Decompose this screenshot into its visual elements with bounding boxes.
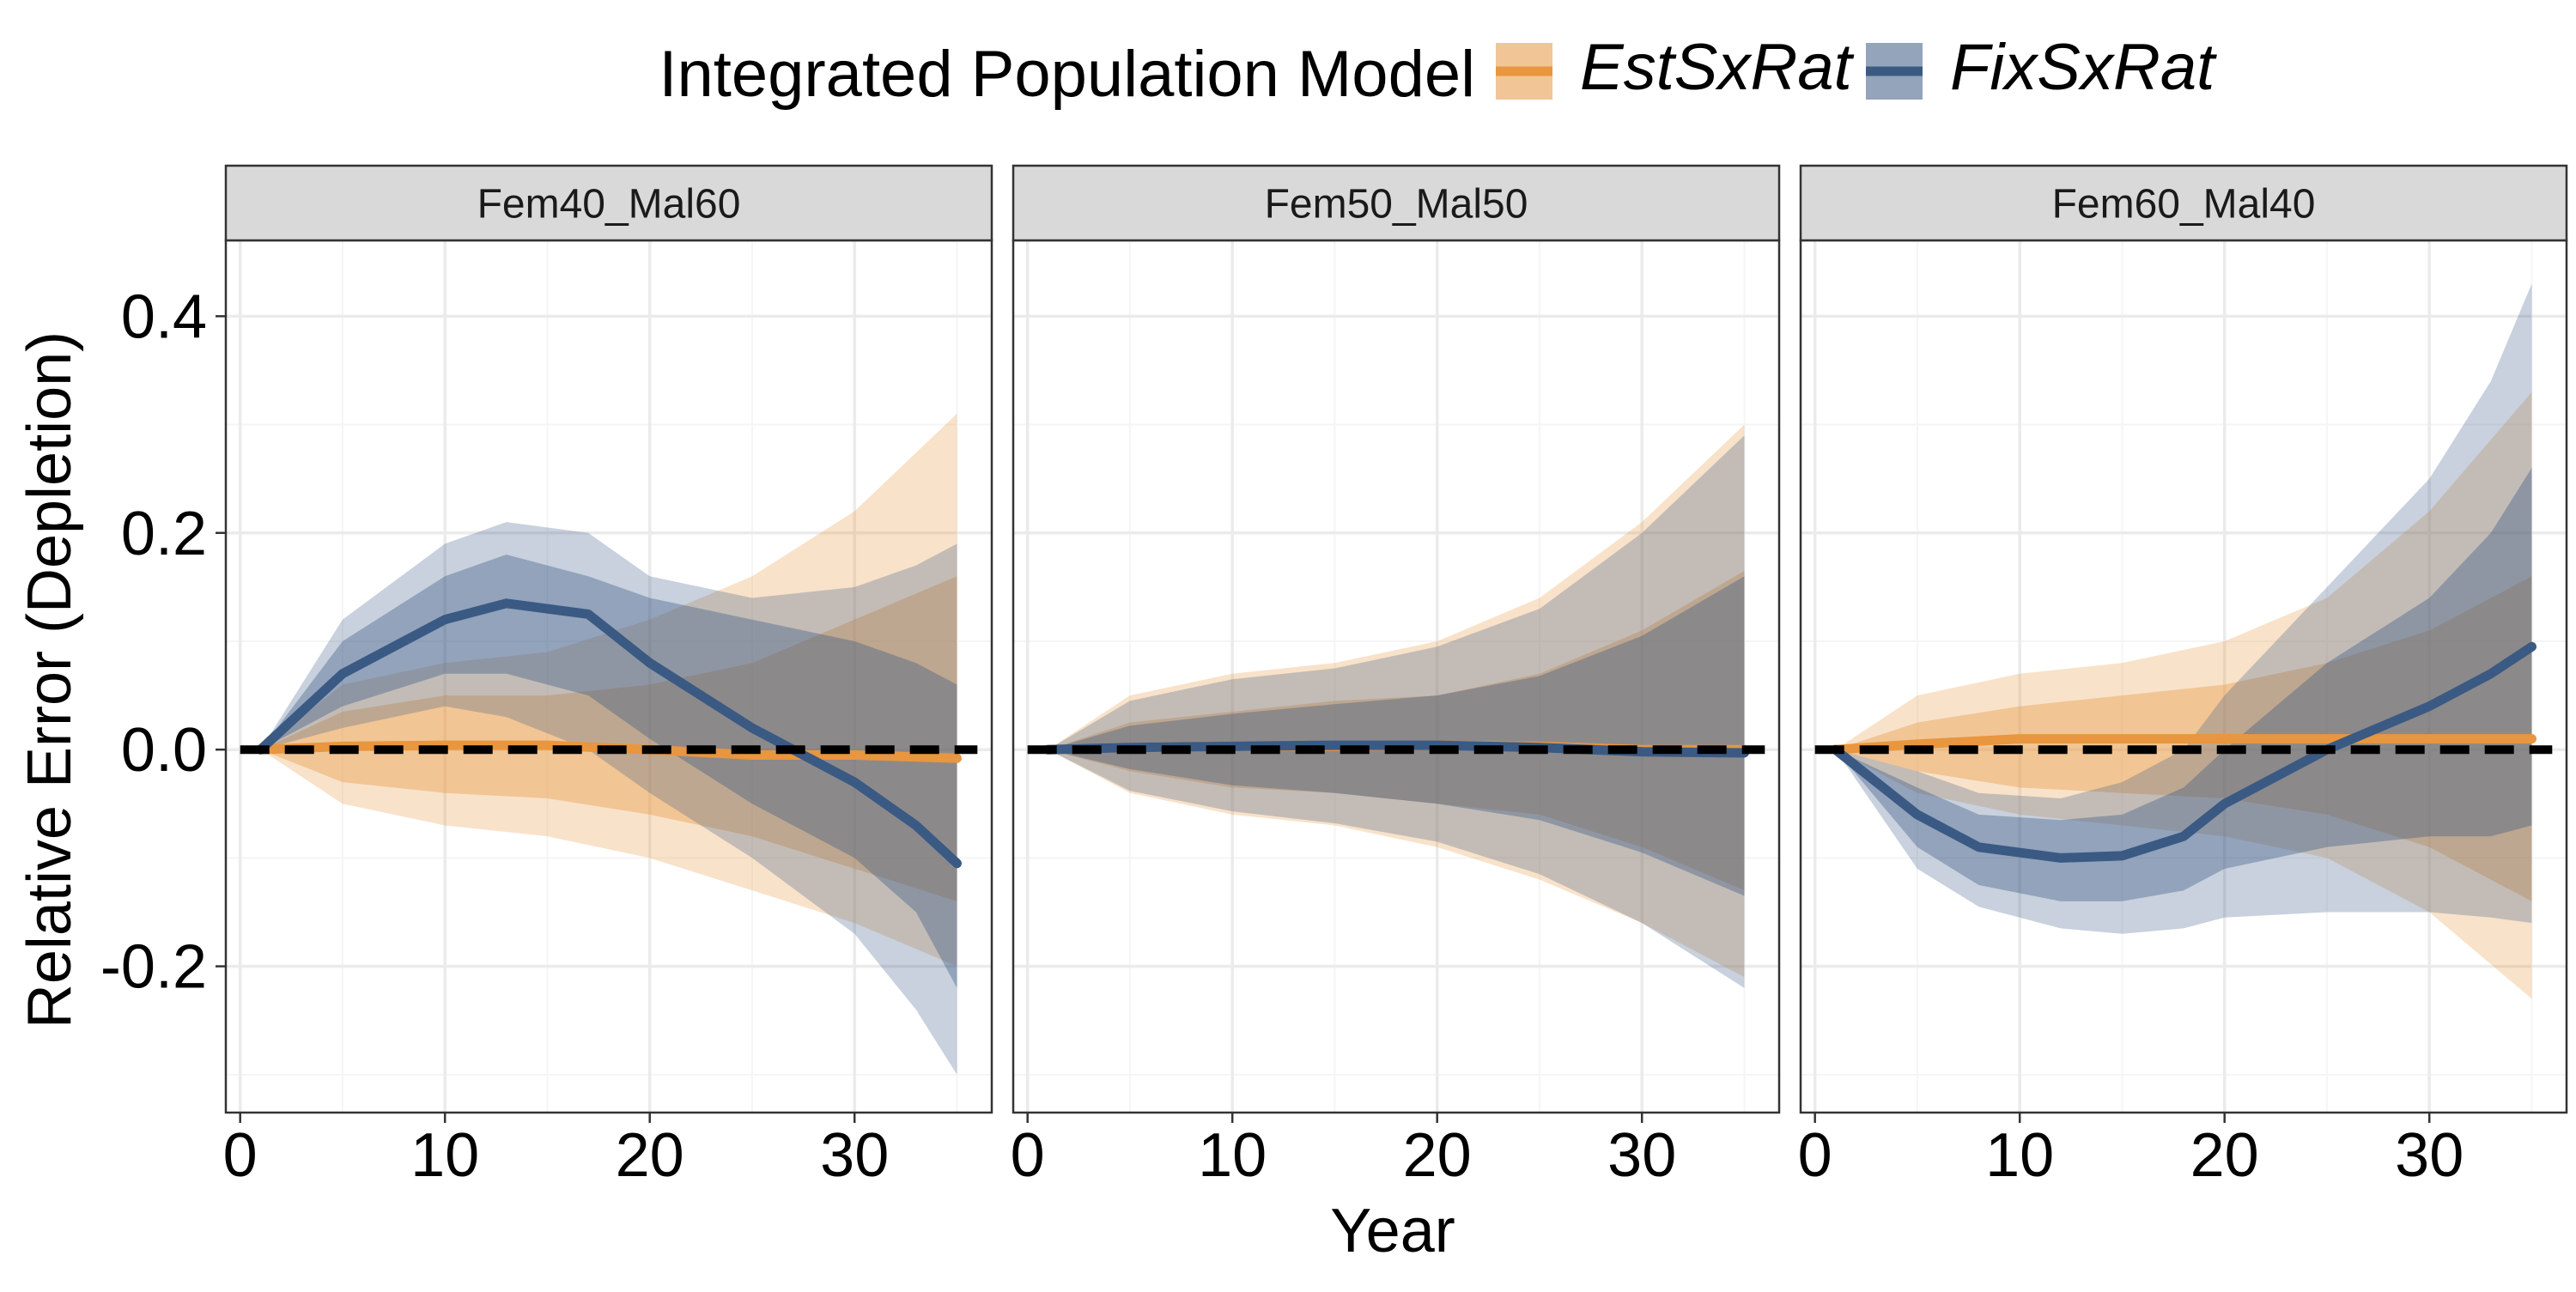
- facet-strip: [1799, 164, 2568, 242]
- legend-key-estsxrat: [1496, 43, 1552, 100]
- x-tick-label: 30: [1607, 1121, 1676, 1190]
- legend-label-estsxrat: EstSxRat: [1580, 31, 1855, 104]
- legend-title: Integrated Population Model: [659, 38, 1475, 111]
- panel-data: [1814, 283, 2553, 999]
- ribbon-inner-fixsxrat: [1835, 468, 2532, 901]
- legend-label-fixsxrat: FixSxRat: [1950, 31, 2217, 104]
- y-axis-label: Relative Error (Depletion): [15, 331, 84, 1028]
- panel-fem40-mal60: Fem40_Mal60 0 10 20 30 -0.2 0.0 0.2 0.4: [100, 164, 993, 1190]
- ribbon-inner-fixsxrat: [1048, 576, 1745, 896]
- y-tick-label: 0.2: [121, 500, 207, 568]
- panels: Fem40_Mal60 0 10 20 30 -0.2 0.0 0.2 0.4 Fem50_Mal…: [100, 164, 2568, 1190]
- ribbon-inner-estsxrat: [260, 576, 957, 901]
- ribbon-inner-fixsxrat: [260, 555, 957, 988]
- x-tick-label: 0: [1011, 1121, 1045, 1190]
- ribbon-outer-fixsxrat: [260, 522, 957, 1075]
- ribbon-outer-fixsxrat: [1835, 283, 2532, 934]
- x-tick-label: 30: [820, 1121, 889, 1190]
- median-line-fixsxrat: [1831, 641, 2537, 863]
- legend: Integrated Population Model EstSxRat FixSx…: [659, 31, 2217, 111]
- x-tick-label: 0: [1798, 1121, 1832, 1190]
- facet-strip: [224, 164, 993, 242]
- ribbon-outer-fixsxrat: [1048, 435, 1745, 988]
- x-axis-label: Year: [1330, 1197, 1455, 1265]
- ribbon-outer-estsxrat: [1048, 424, 1745, 978]
- median-line-estsxrat: [1831, 734, 2537, 755]
- x-tick-label: 0: [223, 1121, 258, 1190]
- y-tick-label: -0.2: [100, 933, 207, 1002]
- panel-data: [240, 413, 978, 1075]
- facet-strip-label: Fem40_Mal60: [477, 182, 741, 227]
- x-tick-label: 20: [2190, 1121, 2259, 1190]
- ribbon-outer-estsxrat: [260, 413, 957, 967]
- x-tick-label: 20: [616, 1121, 684, 1190]
- x-tick-label: 10: [1985, 1121, 2054, 1190]
- panel-fem60-mal40: Fem60_Mal40 0 10 20 30: [1798, 164, 2568, 1190]
- facet-strip-label: Fem50_Mal50: [1265, 182, 1528, 227]
- panel-fem50-mal50: Fem50_Mal50 0 10 20 30: [1011, 164, 1781, 1190]
- legend-key-fixsxrat: [1866, 43, 1923, 100]
- median-line-fixsxrat: [256, 598, 962, 869]
- ribbon-inner-estsxrat: [1048, 570, 1745, 891]
- panel-data: [1027, 424, 1765, 988]
- x-tick-label: 10: [1198, 1121, 1267, 1190]
- y-tick-label: 0.0: [121, 716, 207, 785]
- ribbon-outer-estsxrat: [1835, 391, 2532, 999]
- facet-strip-label: Fem60_Mal40: [2052, 182, 2316, 227]
- x-tick-label: 30: [2395, 1121, 2464, 1190]
- y-tick-label: 0.4: [121, 282, 207, 351]
- x-tick-label: 20: [1403, 1121, 1472, 1190]
- facet-strip: [1012, 164, 1781, 242]
- x-tick-label: 10: [410, 1121, 479, 1190]
